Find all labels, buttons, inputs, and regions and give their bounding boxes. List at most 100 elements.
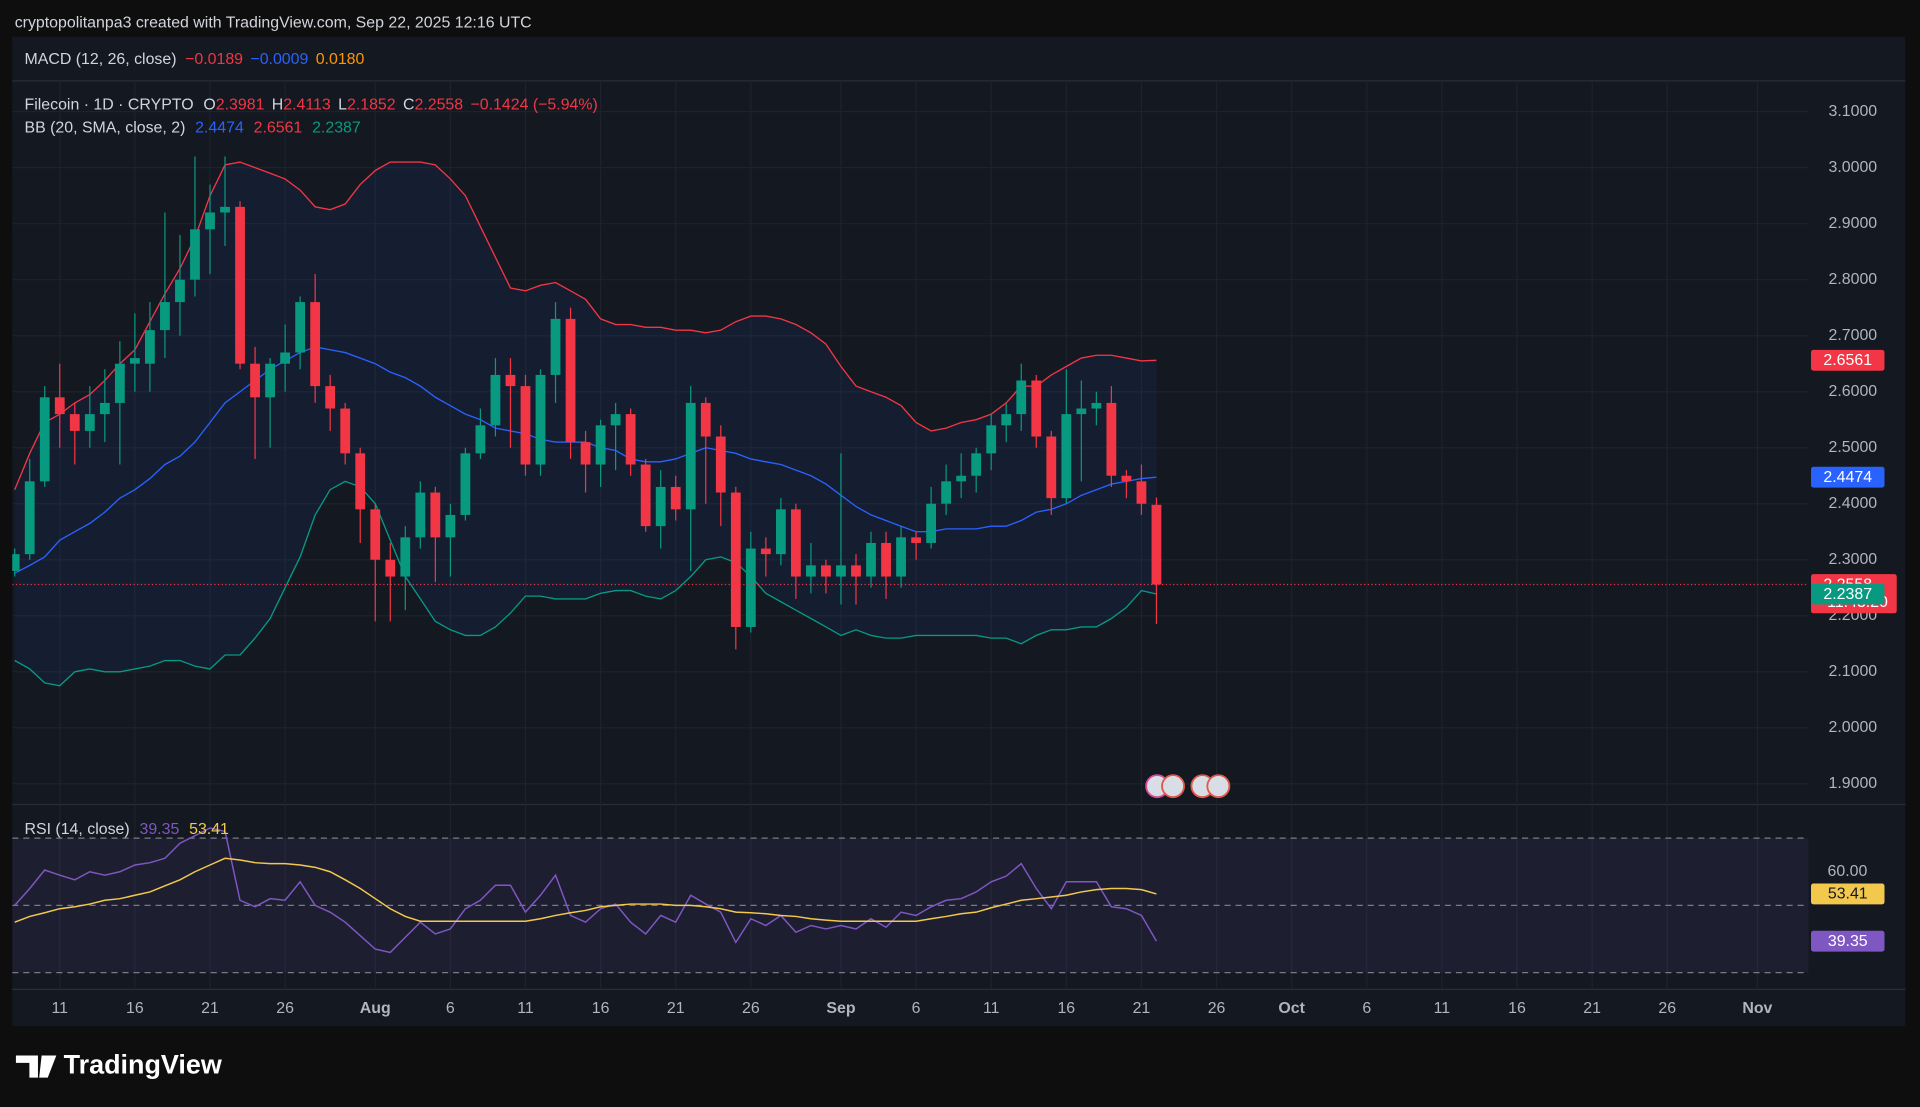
rsi-line bbox=[14, 827, 1158, 954]
x-tick-label: 11 bbox=[517, 1000, 534, 1017]
legend-item: 2.3981 bbox=[216, 97, 265, 114]
x-tick-label: 21 bbox=[1133, 1000, 1151, 1017]
candle-body bbox=[460, 453, 471, 515]
chart-area bbox=[12, 36, 1906, 1027]
y-tick-label: 2.5000 bbox=[1828, 439, 1877, 456]
bb-line bbox=[14, 161, 1157, 490]
event-icon[interactable] bbox=[1161, 774, 1185, 799]
candle-body bbox=[400, 537, 411, 577]
legend-item: MACD (12, 26, close) bbox=[24, 51, 176, 68]
candle-body bbox=[1061, 414, 1072, 499]
y-tick-label: 2.0000 bbox=[1828, 719, 1877, 736]
y-tick-label: 2.8000 bbox=[1828, 271, 1877, 288]
x-tick-label: 16 bbox=[592, 1000, 610, 1017]
candle-body bbox=[280, 352, 291, 364]
rsi-badge-label: 39.35 bbox=[1828, 933, 1868, 950]
candle-body bbox=[565, 318, 576, 443]
legend-row: BB (20, SMA, close, 2) 2.4474 2.6561 2.2387 bbox=[24, 120, 360, 137]
candle-body bbox=[535, 374, 546, 465]
candle-body bbox=[69, 414, 80, 431]
candle-body bbox=[12, 554, 20, 571]
price-badge bbox=[1811, 583, 1885, 605]
candle-body bbox=[325, 386, 336, 409]
candle-body bbox=[99, 402, 110, 415]
x-tick-label: 6 bbox=[446, 1000, 455, 1017]
legend-row: Filecoin · 1D · CRYPTO O2.3981 H2.4113 L2.1… bbox=[24, 97, 597, 114]
x-tick-label: 21 bbox=[201, 1000, 219, 1017]
candle-body bbox=[866, 542, 876, 577]
legend-item: 2.2558 bbox=[414, 97, 463, 114]
candle-body bbox=[640, 464, 651, 527]
y-tick-label: 1.9000 bbox=[1828, 775, 1877, 792]
candle-body bbox=[385, 559, 396, 577]
candle-body bbox=[1016, 380, 1027, 415]
y-tick-label: 2.9000 bbox=[1828, 215, 1877, 232]
candle-body bbox=[625, 414, 636, 465]
candle-body bbox=[475, 425, 486, 454]
candle-body bbox=[1136, 481, 1147, 504]
y-tick-label: 3.1000 bbox=[1828, 103, 1877, 120]
candle-body bbox=[24, 481, 35, 555]
y-tick-label: 2.1000 bbox=[1828, 663, 1877, 680]
candle-body bbox=[235, 206, 245, 364]
candle-body bbox=[700, 402, 711, 437]
candle-body bbox=[775, 509, 786, 555]
logo-text: TradingView bbox=[64, 1050, 222, 1080]
logo: TradingView bbox=[15, 1050, 222, 1080]
candle-body bbox=[595, 425, 606, 465]
y-tick-label: 2.4000 bbox=[1828, 495, 1877, 512]
y-tick-label: 2.7000 bbox=[1828, 327, 1877, 344]
candle-body bbox=[715, 436, 726, 493]
legend-item: 2.6561 bbox=[254, 120, 303, 137]
y-tick-label: 3.0000 bbox=[1828, 159, 1877, 176]
price-badge-label: 2.6561 bbox=[1823, 352, 1872, 369]
y-tick-label: 2.3000 bbox=[1828, 551, 1877, 568]
candle-body bbox=[340, 408, 351, 454]
bb-line bbox=[14, 480, 1157, 687]
candle-body bbox=[1151, 504, 1162, 585]
candle-body bbox=[685, 402, 696, 510]
candle-body bbox=[670, 486, 681, 510]
candle-body bbox=[54, 397, 65, 415]
candle-body bbox=[956, 475, 967, 482]
price-badge-label: 2.2387 bbox=[1823, 586, 1872, 603]
x-tick-label: 21 bbox=[1583, 1000, 1601, 1017]
candle-body bbox=[39, 397, 50, 482]
x-tick-label: Oct bbox=[1278, 1000, 1305, 1017]
candle-body bbox=[655, 486, 666, 527]
legend-item: O bbox=[203, 97, 215, 114]
candle-body bbox=[896, 537, 906, 577]
price-pane bbox=[12, 80, 1809, 805]
legend-item: 2.4474 bbox=[195, 120, 244, 137]
price-badge bbox=[1811, 466, 1885, 488]
candle-body bbox=[175, 279, 185, 303]
legend-row: MACD (12, 26, close) −0.0189 −0.0009 0.0180 bbox=[24, 51, 364, 68]
event-icons bbox=[1145, 774, 1231, 799]
candle-body bbox=[911, 537, 921, 543]
x-tick-label: 11 bbox=[983, 1000, 1000, 1017]
x-tick-label: 6 bbox=[1362, 1000, 1371, 1017]
legend-item: 39.35 bbox=[139, 821, 179, 838]
x-tick-label: 16 bbox=[126, 1000, 144, 1017]
x-tick-label: 16 bbox=[1508, 1000, 1526, 1017]
event-icon[interactable] bbox=[1206, 774, 1231, 799]
candle-body bbox=[806, 565, 816, 577]
legend-item: −0.0189 bbox=[185, 51, 243, 68]
candle-body bbox=[445, 514, 456, 538]
candle-body bbox=[760, 548, 771, 555]
x-tick-label: 16 bbox=[1057, 1000, 1075, 1017]
y-tick-label: 2.6000 bbox=[1828, 383, 1877, 400]
candle-body bbox=[1106, 402, 1117, 476]
candle-body bbox=[114, 363, 125, 403]
candle-body bbox=[986, 425, 997, 454]
x-tick-label: 26 bbox=[742, 1000, 760, 1017]
price-badge bbox=[1811, 349, 1885, 371]
candle-body bbox=[220, 206, 230, 213]
candle-body bbox=[310, 302, 321, 387]
candle-body bbox=[370, 509, 381, 560]
x-tick-label: 11 bbox=[52, 1000, 69, 1017]
candle-body bbox=[790, 509, 801, 577]
candle-body bbox=[295, 302, 306, 353]
candle-body bbox=[971, 453, 982, 476]
